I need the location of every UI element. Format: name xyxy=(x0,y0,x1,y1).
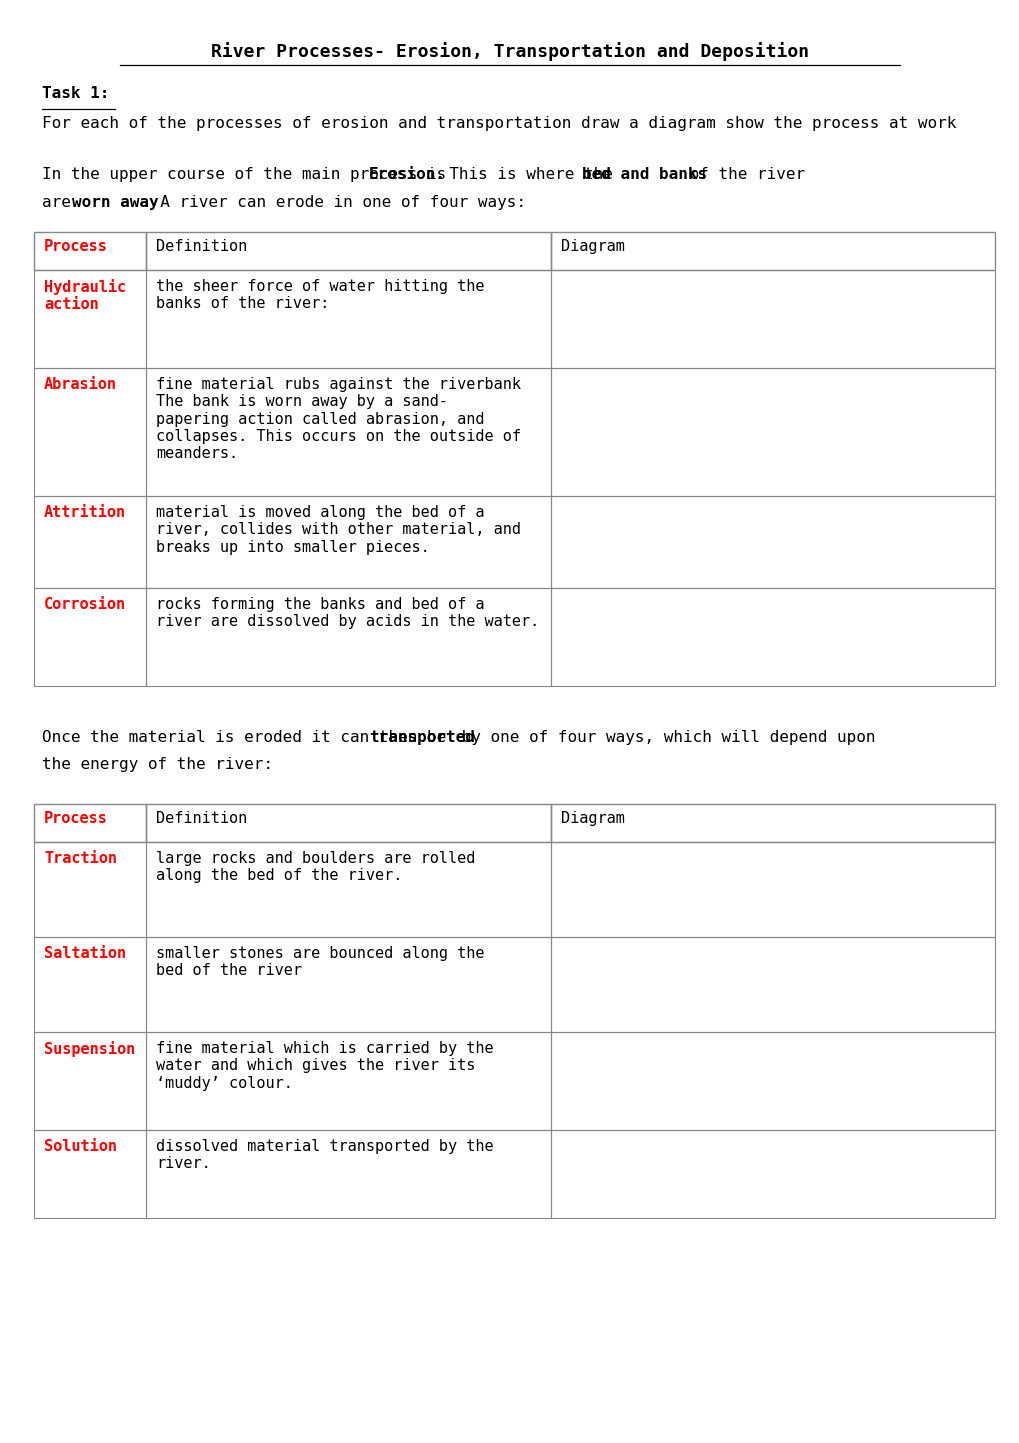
Bar xyxy=(550,587,994,685)
Bar xyxy=(550,804,994,843)
Text: by one of four ways, which will depend upon: by one of four ways, which will depend u… xyxy=(452,730,875,745)
Bar xyxy=(146,270,550,368)
Bar xyxy=(550,496,994,587)
Bar xyxy=(34,368,146,496)
Text: In the upper course of the main process is: In the upper course of the main process … xyxy=(42,167,455,182)
Text: Erosion.: Erosion. xyxy=(369,167,445,182)
Bar xyxy=(146,496,550,587)
Bar xyxy=(550,1130,994,1218)
Text: transported: transported xyxy=(369,730,474,745)
Text: Suspension: Suspension xyxy=(44,1040,136,1058)
Bar xyxy=(146,587,550,685)
Bar xyxy=(550,843,994,937)
Text: fine material which is carried by the
water and which gives the river its
‘muddy: fine material which is carried by the wa… xyxy=(156,1040,493,1091)
Text: Saltation: Saltation xyxy=(44,947,126,961)
Text: Corrosion: Corrosion xyxy=(44,597,126,612)
Bar xyxy=(550,1032,994,1130)
Text: Diagram: Diagram xyxy=(560,811,625,825)
Text: For each of the processes of erosion and transportation draw a diagram show the : For each of the processes of erosion and… xyxy=(42,117,956,131)
Text: Once the material is eroded it can then be: Once the material is eroded it can then … xyxy=(42,730,455,745)
Bar xyxy=(146,232,550,270)
Bar xyxy=(34,496,146,587)
Text: the sheer force of water hitting the
banks of the river:: the sheer force of water hitting the ban… xyxy=(156,278,484,312)
Text: are: are xyxy=(42,195,81,209)
Text: smaller stones are bounced along the
bed of the river: smaller stones are bounced along the bed… xyxy=(156,947,484,978)
Text: bed and banks: bed and banks xyxy=(581,167,706,182)
Text: Attrition: Attrition xyxy=(44,505,126,519)
Bar xyxy=(34,937,146,1032)
Text: This is where the: This is where the xyxy=(429,167,622,182)
Text: Diagram: Diagram xyxy=(560,238,625,254)
Bar xyxy=(146,937,550,1032)
Text: . A river can erode in one of four ways:: . A river can erode in one of four ways: xyxy=(141,195,525,209)
Bar xyxy=(550,270,994,368)
Text: of the river: of the river xyxy=(680,167,805,182)
Text: material is moved along the bed of a
river, collides with other material, and
br: material is moved along the bed of a riv… xyxy=(156,505,521,554)
Text: fine material rubs against the riverbank
The bank is worn away by a sand-
paperi: fine material rubs against the riverbank… xyxy=(156,377,521,462)
Bar xyxy=(146,1032,550,1130)
Text: River Processes- Erosion, Transportation and Deposition: River Processes- Erosion, Transportation… xyxy=(211,42,808,61)
Bar xyxy=(146,804,550,843)
Text: large rocks and boulders are rolled
along the bed of the river.: large rocks and boulders are rolled alon… xyxy=(156,851,475,883)
Text: Solution: Solution xyxy=(44,1139,117,1154)
Text: dissolved material transported by the
river.: dissolved material transported by the ri… xyxy=(156,1139,493,1172)
Bar xyxy=(34,843,146,937)
Bar xyxy=(34,1032,146,1130)
Text: Definition: Definition xyxy=(156,238,247,254)
Bar xyxy=(550,368,994,496)
Text: the energy of the river:: the energy of the river: xyxy=(42,758,273,772)
Text: worn away: worn away xyxy=(72,195,159,209)
Bar xyxy=(34,232,146,270)
Bar xyxy=(34,587,146,685)
Text: Hydraulic
action: Hydraulic action xyxy=(44,278,126,312)
Text: Process: Process xyxy=(44,238,108,254)
Text: Traction: Traction xyxy=(44,851,117,866)
Text: Task 1:: Task 1: xyxy=(42,87,109,101)
Text: Definition: Definition xyxy=(156,811,247,825)
Text: Process: Process xyxy=(44,811,108,825)
Text: rocks forming the banks and bed of a
river are dissolved by acids in the water.: rocks forming the banks and bed of a riv… xyxy=(156,597,539,629)
Text: Abrasion: Abrasion xyxy=(44,377,117,391)
Bar xyxy=(34,1130,146,1218)
Bar xyxy=(146,843,550,937)
Bar xyxy=(550,937,994,1032)
Bar xyxy=(146,1130,550,1218)
Bar xyxy=(550,232,994,270)
Bar xyxy=(146,368,550,496)
Bar xyxy=(34,270,146,368)
Bar xyxy=(34,804,146,843)
